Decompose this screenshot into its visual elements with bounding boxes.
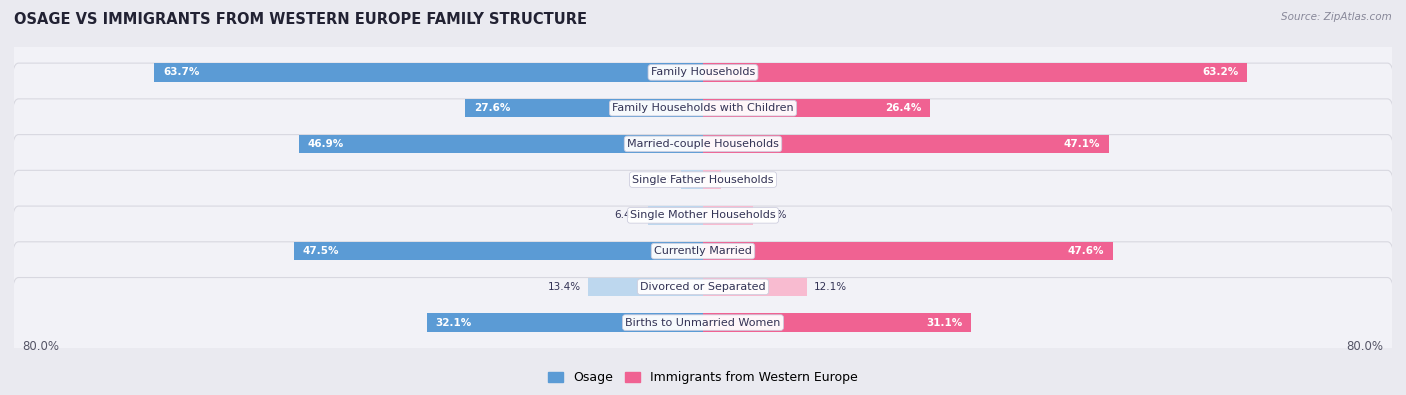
FancyBboxPatch shape xyxy=(11,170,1395,260)
Text: 47.5%: 47.5% xyxy=(302,246,339,256)
Text: 63.7%: 63.7% xyxy=(163,68,200,77)
Text: 80.0%: 80.0% xyxy=(1347,340,1384,354)
Text: 2.1%: 2.1% xyxy=(728,175,755,184)
Text: 46.9%: 46.9% xyxy=(308,139,344,149)
Text: 13.4%: 13.4% xyxy=(547,282,581,292)
Bar xyxy=(648,206,703,225)
Bar xyxy=(682,170,703,189)
Bar xyxy=(299,135,703,153)
Bar xyxy=(703,313,970,332)
Text: 26.4%: 26.4% xyxy=(886,103,922,113)
Text: 6.4%: 6.4% xyxy=(614,211,641,220)
Text: Married-couple Households: Married-couple Households xyxy=(627,139,779,149)
Text: 63.2%: 63.2% xyxy=(1202,68,1239,77)
Bar xyxy=(465,99,703,117)
Text: Single Mother Households: Single Mother Households xyxy=(630,211,776,220)
Bar xyxy=(703,170,721,189)
Text: 27.6%: 27.6% xyxy=(474,103,510,113)
FancyBboxPatch shape xyxy=(11,99,1395,189)
Text: 12.1%: 12.1% xyxy=(814,282,848,292)
FancyBboxPatch shape xyxy=(11,242,1395,332)
Text: Births to Unmarried Women: Births to Unmarried Women xyxy=(626,318,780,327)
Text: 47.1%: 47.1% xyxy=(1063,139,1099,149)
Text: Divorced or Separated: Divorced or Separated xyxy=(640,282,766,292)
Text: 80.0%: 80.0% xyxy=(22,340,59,354)
Text: Currently Married: Currently Married xyxy=(654,246,752,256)
Bar xyxy=(703,242,1114,260)
Bar xyxy=(588,278,703,296)
FancyBboxPatch shape xyxy=(11,27,1395,117)
FancyBboxPatch shape xyxy=(11,206,1395,296)
Bar xyxy=(703,63,1247,82)
Text: 5.8%: 5.8% xyxy=(759,211,786,220)
Text: 31.1%: 31.1% xyxy=(927,318,962,327)
FancyBboxPatch shape xyxy=(11,63,1395,153)
Text: OSAGE VS IMMIGRANTS FROM WESTERN EUROPE FAMILY STRUCTURE: OSAGE VS IMMIGRANTS FROM WESTERN EUROPE … xyxy=(14,12,588,27)
Text: Family Households with Children: Family Households with Children xyxy=(612,103,794,113)
Bar xyxy=(703,99,931,117)
Text: 2.5%: 2.5% xyxy=(648,175,675,184)
FancyBboxPatch shape xyxy=(11,135,1395,225)
FancyBboxPatch shape xyxy=(11,278,1395,368)
Text: Source: ZipAtlas.com: Source: ZipAtlas.com xyxy=(1281,12,1392,22)
Bar xyxy=(703,135,1108,153)
Text: 47.6%: 47.6% xyxy=(1067,246,1104,256)
Text: Single Father Households: Single Father Households xyxy=(633,175,773,184)
Bar xyxy=(294,242,703,260)
Text: 32.1%: 32.1% xyxy=(436,318,471,327)
Text: Family Households: Family Households xyxy=(651,68,755,77)
Bar xyxy=(426,313,703,332)
Legend: Osage, Immigrants from Western Europe: Osage, Immigrants from Western Europe xyxy=(543,367,863,389)
Bar xyxy=(703,278,807,296)
Bar xyxy=(703,206,754,225)
Bar xyxy=(155,63,703,82)
